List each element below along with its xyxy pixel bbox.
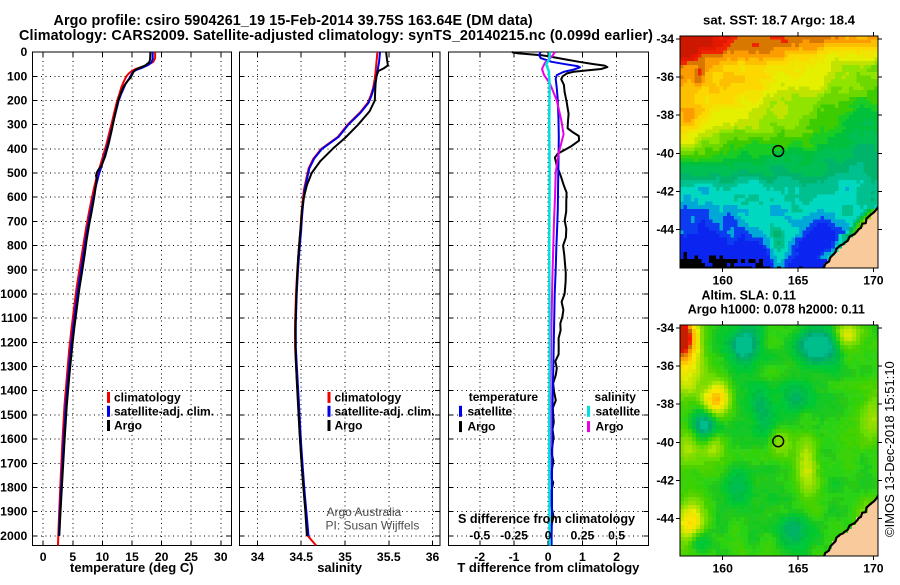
svg-text:0.5: 0.5 (608, 529, 625, 543)
svg-text:700: 700 (7, 214, 28, 228)
svg-text:170: 170 (863, 274, 884, 288)
svg-text:-38: -38 (656, 108, 674, 122)
svg-text:400: 400 (7, 142, 28, 156)
svg-text:climatology: climatology (335, 390, 402, 404)
svg-text:165: 165 (788, 274, 809, 288)
svg-text:Argo: Argo (596, 420, 624, 434)
svg-text:temperature: temperature (469, 390, 539, 404)
svg-text:salinity: salinity (317, 560, 363, 575)
svg-text:Argo h1000: 0.078 h2000: 0.11: Argo h1000: 0.078 h2000: 0.11 (688, 303, 865, 317)
svg-text:900: 900 (7, 263, 28, 277)
svg-text:-2: -2 (474, 550, 485, 564)
svg-text:160: 160 (713, 274, 734, 288)
svg-text:Argo Australia: Argo Australia (327, 505, 402, 519)
svg-text:-36: -36 (656, 70, 674, 84)
svg-text:satellite: satellite (468, 404, 513, 418)
svg-text:170: 170 (863, 562, 884, 576)
svg-text:-40: -40 (656, 435, 674, 449)
svg-text:-0.5: -0.5 (469, 529, 490, 543)
svg-text:S difference from climatology: S difference from climatology (458, 512, 635, 526)
svg-text:-0.25: -0.25 (500, 529, 528, 543)
svg-text:15: 15 (125, 550, 139, 564)
svg-text:1: 1 (579, 550, 586, 564)
svg-text:34: 34 (251, 550, 265, 564)
svg-text:0.25: 0.25 (571, 529, 595, 543)
svg-text:10: 10 (96, 550, 110, 564)
svg-text:1400: 1400 (0, 384, 27, 398)
svg-text:600: 600 (7, 190, 28, 204)
svg-text:160: 160 (713, 562, 734, 576)
svg-text:-34: -34 (656, 32, 674, 46)
svg-text:Argo: Argo (114, 419, 142, 433)
svg-text:1700: 1700 (0, 456, 27, 470)
svg-text:165: 165 (788, 562, 809, 576)
svg-text:500: 500 (7, 166, 28, 180)
svg-text:-36: -36 (656, 359, 674, 373)
svg-text:1500: 1500 (0, 408, 27, 422)
svg-text:-40: -40 (656, 146, 674, 160)
svg-text:Argo profile: csiro 5904261_19: Argo profile: csiro 5904261_19 15-Feb-20… (54, 13, 533, 29)
svg-text:-1: -1 (509, 550, 520, 564)
svg-text:1200: 1200 (0, 335, 27, 349)
svg-text:300: 300 (7, 118, 28, 132)
svg-text:0: 0 (545, 529, 552, 543)
svg-text:5: 5 (69, 550, 76, 564)
svg-text:34.5: 34.5 (289, 550, 313, 564)
svg-text:satellite-adj. clim.: satellite-adj. clim. (114, 404, 214, 418)
svg-text:25: 25 (184, 550, 198, 564)
svg-text:2: 2 (613, 550, 620, 564)
svg-text:climatology: climatology (114, 390, 181, 404)
svg-text:-42: -42 (656, 184, 674, 198)
svg-text:1100: 1100 (1, 311, 28, 325)
svg-text:sat. SST: 18.7 Argo: 18.4: sat. SST: 18.7 Argo: 18.4 (703, 13, 856, 28)
svg-text:Argo: Argo (335, 419, 363, 433)
svg-text:800: 800 (7, 239, 28, 253)
svg-text:temperature (deg C): temperature (deg C) (70, 560, 194, 575)
svg-text:-42: -42 (656, 473, 674, 487)
svg-text:0: 0 (21, 45, 28, 59)
svg-text:satellite-adj. clim.: satellite-adj. clim. (335, 404, 435, 418)
svg-text:T difference from climatology: T difference from climatology (457, 560, 640, 575)
svg-text:-34: -34 (656, 321, 674, 335)
svg-text:20: 20 (155, 550, 169, 564)
svg-text:Argo: Argo (468, 420, 496, 434)
svg-text:1300: 1300 (0, 360, 27, 374)
svg-text:100: 100 (7, 69, 28, 83)
svg-text:Altim. SLA: 0.11: Altim. SLA: 0.11 (701, 289, 796, 303)
svg-text:©IMOS 13-Dec-2018 15:51:10: ©IMOS 13-Dec-2018 15:51:10 (882, 361, 897, 537)
svg-text:1600: 1600 (0, 432, 27, 446)
svg-text:35.5: 35.5 (377, 550, 401, 564)
svg-text:35: 35 (338, 550, 352, 564)
svg-text:-44: -44 (656, 512, 674, 526)
svg-text:1000: 1000 (0, 287, 27, 301)
svg-text:-38: -38 (656, 397, 674, 411)
svg-text:-44: -44 (656, 223, 674, 237)
svg-text:1900: 1900 (0, 505, 27, 519)
svg-text:satellite: satellite (596, 404, 641, 418)
svg-text:30: 30 (214, 550, 228, 564)
svg-text:200: 200 (7, 94, 28, 108)
svg-text:Climatology: CARS2009. Satelli: Climatology: CARS2009. Satellite-adjuste… (19, 28, 653, 44)
svg-text:1800: 1800 (0, 480, 27, 494)
svg-text:2000: 2000 (0, 529, 27, 543)
svg-text:salinity: salinity (595, 390, 637, 404)
svg-text:0: 0 (40, 550, 47, 564)
svg-text:0: 0 (545, 550, 552, 564)
svg-text:36: 36 (426, 550, 440, 564)
svg-text:PI: Susan Wijffels: PI: Susan Wijffels (326, 519, 420, 533)
